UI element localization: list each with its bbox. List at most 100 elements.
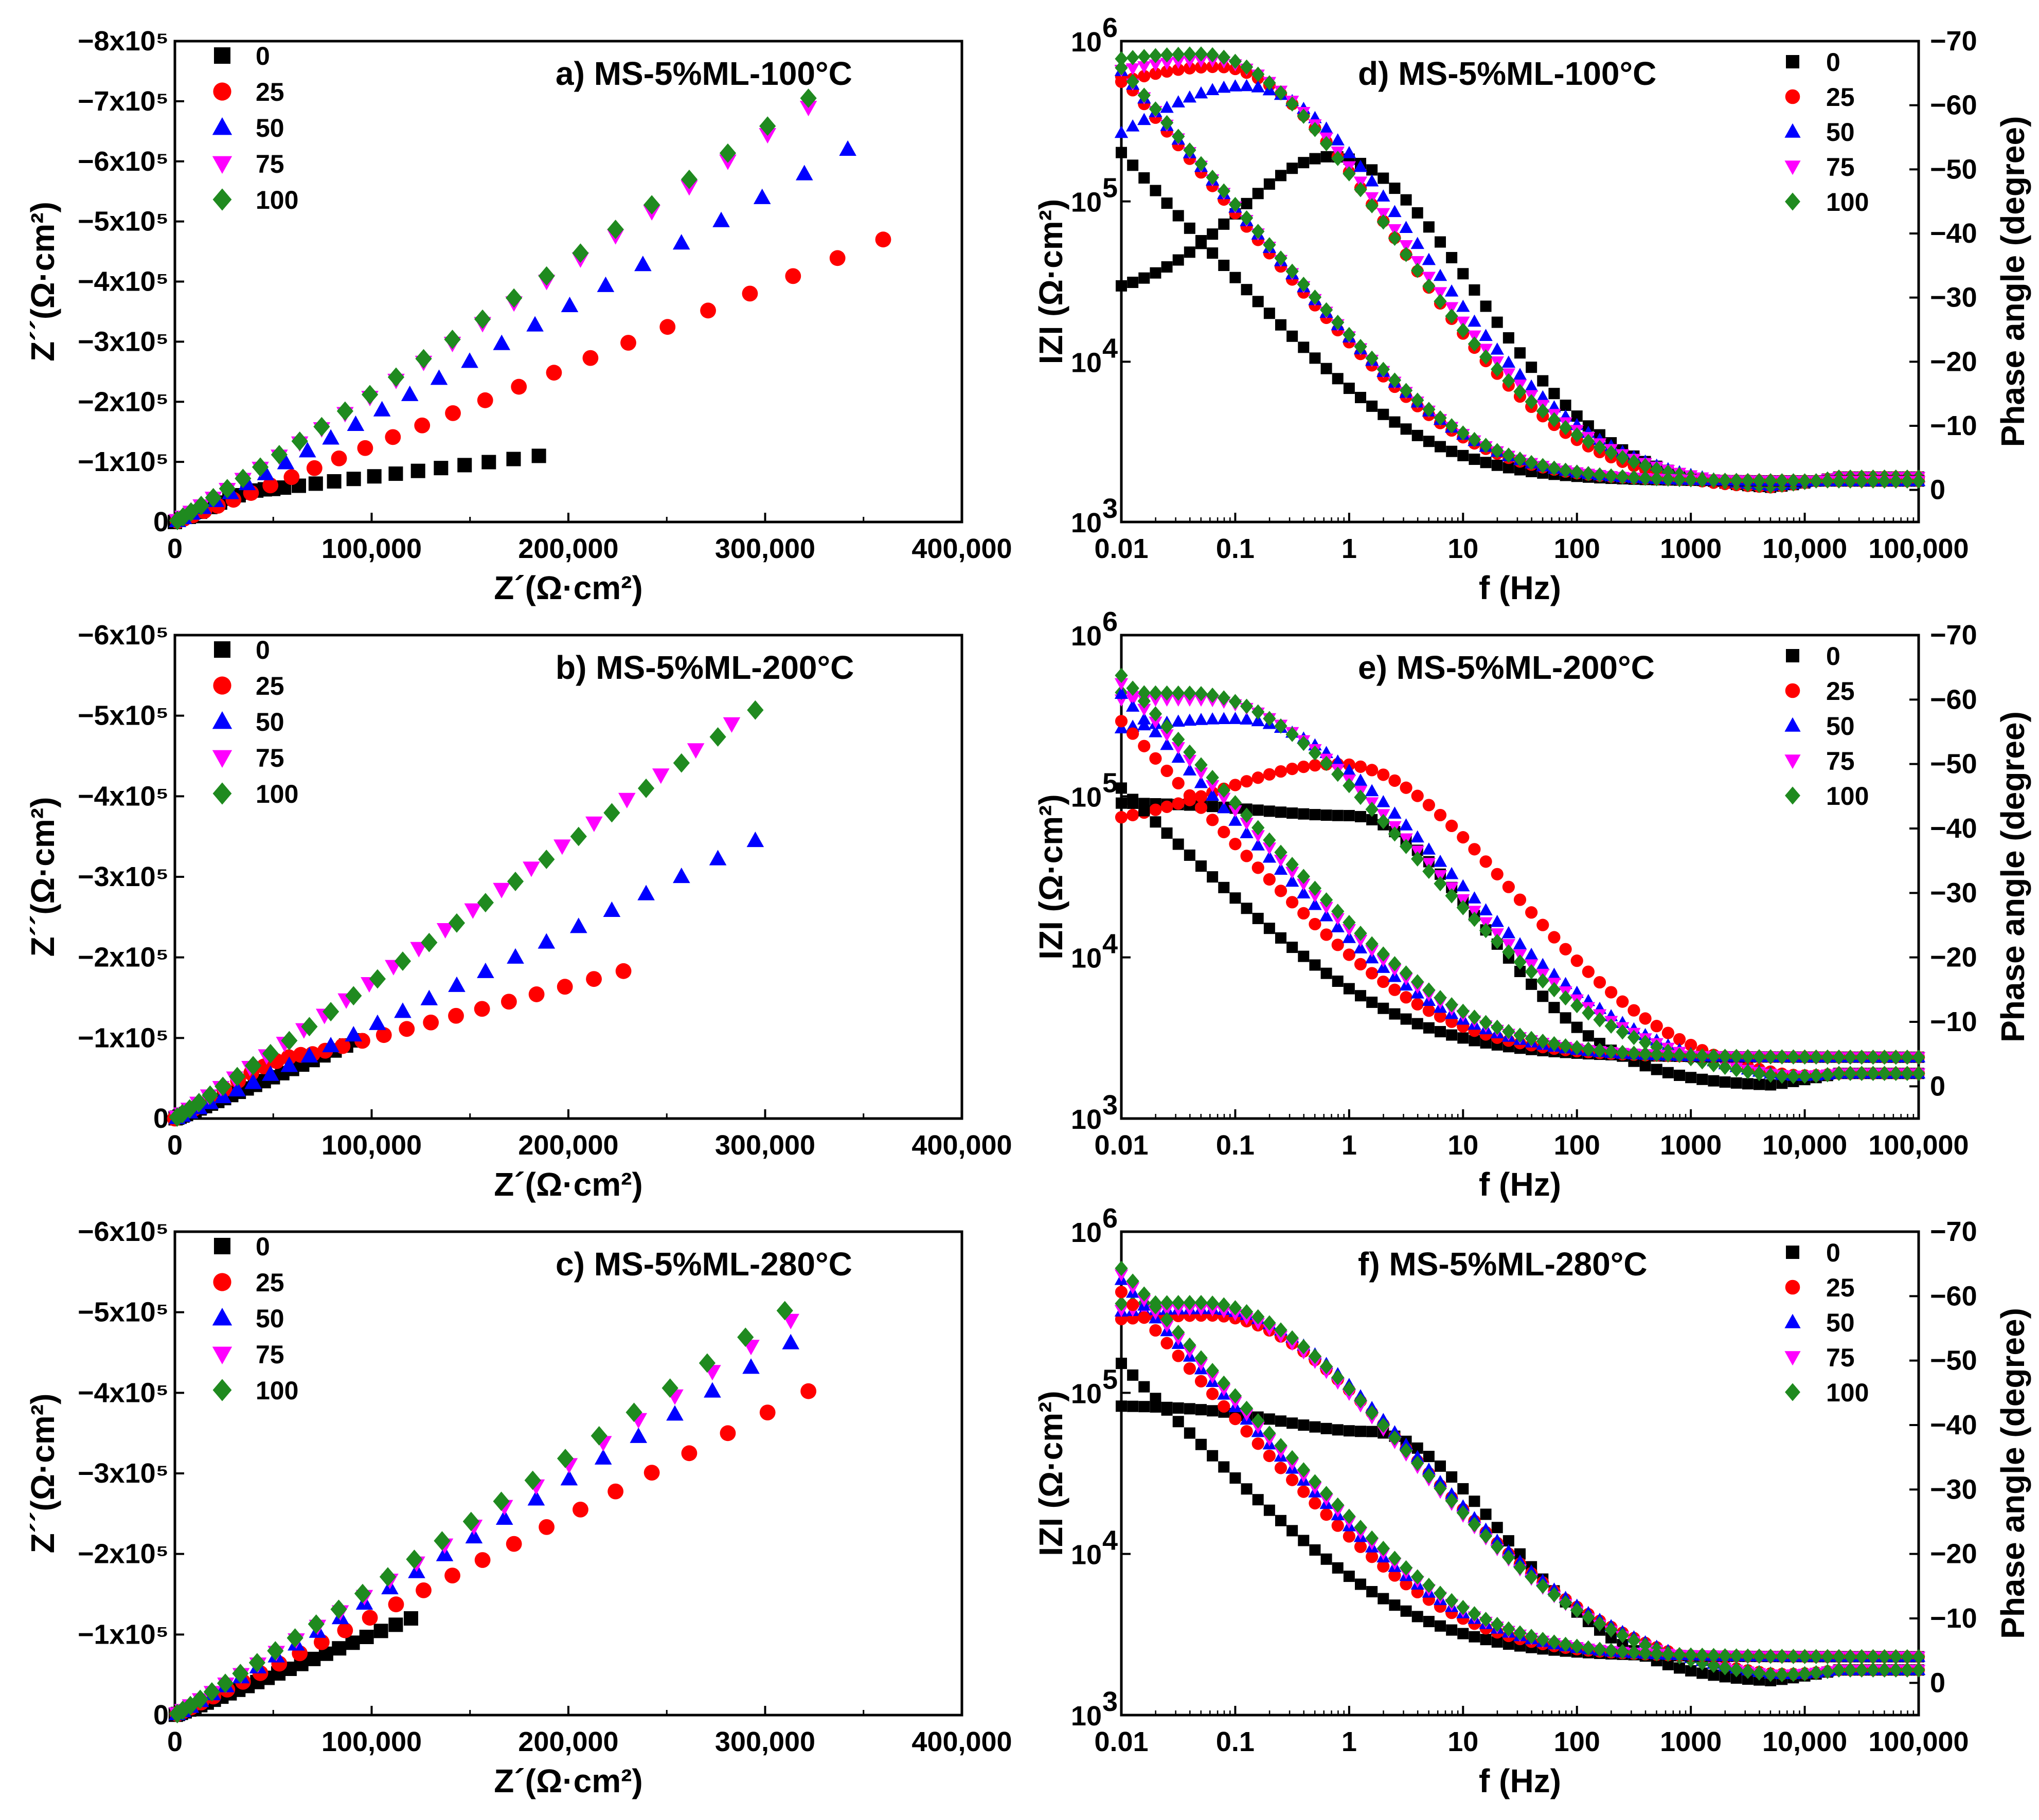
data-point <box>1570 1602 1584 1618</box>
data-point <box>1342 763 1356 776</box>
data-point <box>1309 1421 1321 1433</box>
data-point <box>1604 1622 1618 1638</box>
data-point <box>1399 383 1413 399</box>
data-point <box>1172 838 1184 850</box>
data-point <box>1627 1046 1641 1061</box>
data-point <box>436 923 454 939</box>
y2-tick-label-e: −30 <box>1930 877 1977 908</box>
data-point <box>1217 183 1230 199</box>
data-point <box>1378 408 1389 420</box>
x-tick-label-d: 1 <box>1342 533 1357 564</box>
data-point <box>1332 809 1344 821</box>
data-point <box>1343 1530 1355 1543</box>
data-point <box>1901 1066 1914 1082</box>
data-point <box>1331 920 1345 932</box>
data-point <box>1537 990 1549 1002</box>
data-point <box>1491 1539 1504 1555</box>
data-point <box>1627 1030 1641 1046</box>
y2-tick-label-d: −60 <box>1930 90 1977 121</box>
data-point <box>1252 804 1264 816</box>
data-point <box>1343 327 1356 343</box>
data-point <box>1582 1005 1595 1021</box>
legend-marker-c-75 <box>212 1346 232 1364</box>
data-point <box>1137 704 1151 716</box>
data-point <box>1309 352 1321 364</box>
data-point <box>1308 1474 1322 1490</box>
y2-tick-label-f: −50 <box>1930 1345 1977 1376</box>
legend-marker-b-75 <box>212 750 232 768</box>
data-point <box>1399 240 1413 253</box>
data-point <box>388 1596 404 1613</box>
data-point <box>1604 468 1618 484</box>
data-point <box>1137 693 1151 709</box>
data-point <box>1343 1508 1356 1524</box>
data-point <box>1513 954 1527 970</box>
data-point <box>1889 1649 1903 1665</box>
data-point <box>1172 46 1185 62</box>
data-point <box>1275 170 1286 182</box>
data-point <box>1127 1400 1139 1412</box>
y-tick-label-c: −3x10⁵ <box>78 1458 169 1489</box>
data-point <box>634 256 652 272</box>
data-point <box>1627 470 1641 485</box>
data-point <box>1298 157 1310 169</box>
data-point <box>1194 801 1208 814</box>
x-tick-label-e: 10,000 <box>1762 1130 1847 1161</box>
data-point <box>1228 712 1242 724</box>
data-point <box>445 405 461 421</box>
data-point <box>1650 1646 1664 1662</box>
data-point <box>401 385 419 401</box>
legend-label-f-100: 100 <box>1826 1378 1869 1407</box>
data-point <box>1456 322 1470 338</box>
data-point <box>800 88 817 108</box>
data-point <box>1365 1405 1379 1421</box>
data-point <box>1194 86 1208 99</box>
data-point <box>1150 185 1161 196</box>
data-point <box>1228 196 1242 212</box>
data-point <box>1798 1649 1812 1664</box>
data-point <box>1844 1066 1857 1082</box>
legend-marker-e-25 <box>1785 683 1800 698</box>
data-point <box>1810 473 1823 489</box>
data-point <box>1183 46 1196 62</box>
data-point <box>345 1635 360 1650</box>
data-point <box>322 1037 339 1053</box>
data-point <box>1810 1049 1823 1065</box>
data-point <box>1742 1673 1754 1685</box>
data-point <box>1138 172 1150 184</box>
phase-series-f-75 <box>1114 1304 1926 1682</box>
data-point <box>1525 1031 1538 1047</box>
data-point <box>1149 1299 1162 1314</box>
data-point <box>190 1093 207 1112</box>
data-point <box>1309 917 1321 931</box>
data-point <box>557 979 573 995</box>
data-point <box>1376 795 1390 807</box>
data-point <box>244 1073 262 1089</box>
data-point <box>1400 194 1412 206</box>
chart-title-d: d) MS-5%ML-100°C <box>1358 55 1656 92</box>
data-point <box>283 469 300 485</box>
legend-marker-d-50 <box>1784 123 1801 138</box>
x-axis-label-d: f (Hz) <box>1479 569 1561 606</box>
data-point <box>1707 1648 1721 1664</box>
x-tick-label-f: 0.01 <box>1094 1726 1148 1757</box>
data-point <box>1547 460 1561 476</box>
data-point <box>1684 1048 1697 1064</box>
data-point <box>1638 1035 1652 1050</box>
data-point <box>719 143 737 163</box>
data-point <box>1445 888 1458 904</box>
data-point <box>1309 1497 1321 1510</box>
data-point <box>1262 850 1277 863</box>
data-point <box>1399 1443 1413 1458</box>
x-tick-label-b: 200,000 <box>518 1130 618 1161</box>
data-point <box>1468 843 1481 856</box>
data-point <box>1411 851 1424 867</box>
data-point <box>1673 1048 1686 1063</box>
data-point <box>603 803 620 823</box>
y-axis-label-f: IZI (Ω·cm²) <box>1032 1391 1069 1556</box>
data-point <box>1286 1525 1298 1537</box>
data-point <box>1457 1628 1469 1639</box>
y-tick-exponent: 3 <box>1102 1090 1118 1121</box>
data-point <box>597 276 615 292</box>
data-point <box>1298 1535 1310 1546</box>
